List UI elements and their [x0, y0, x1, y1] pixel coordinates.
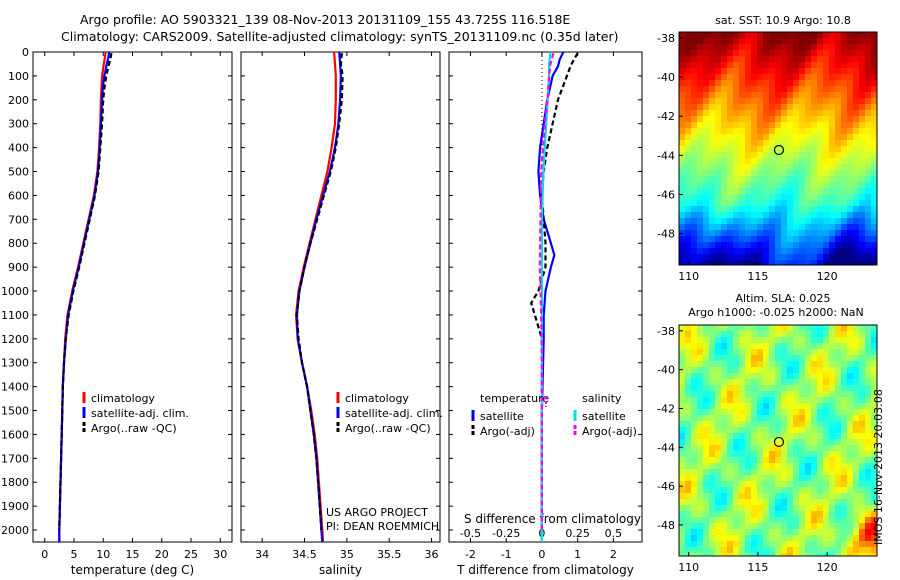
sst-map-y-tick-label: -40: [657, 71, 675, 84]
pressure-tick-label: 2000: [1, 524, 29, 537]
pressure-tick-label: 1400: [1, 381, 29, 394]
pressure-tick-label: 1100: [1, 309, 29, 322]
pressure-tick-label: 800: [8, 237, 29, 250]
temp-x-tick-label: 5: [70, 548, 77, 561]
sla-map-x-tick-label: 115: [747, 561, 768, 574]
pressure-tick-label: 100: [8, 70, 29, 83]
project-label: US ARGO PROJECT: [326, 506, 428, 519]
sst-map-y-tick-label: -38: [657, 32, 675, 45]
pressure-tick-label: 400: [8, 142, 29, 155]
sst-map-x-tick-label: 120: [817, 270, 838, 283]
diff-s-tick-label: -0.5: [460, 527, 481, 540]
diff-legend-label: Argo(-adj): [480, 425, 535, 438]
sla-map-y-tick-label: -44: [657, 441, 675, 454]
sla-map-title: Altim. SLA: 0.025: [735, 292, 830, 305]
pressure-tick-label: 1300: [1, 357, 29, 370]
sla-map-x-tick-label: 120: [817, 561, 838, 574]
sst-map-title: sat. SST: 10.9 Argo: 10.8: [715, 14, 851, 27]
sst-map-y-tick-label: -44: [657, 149, 675, 162]
diff-x-tick-label: 2: [610, 548, 617, 561]
sla-map-frame: [678, 324, 878, 557]
figure-subtitle: Climatology: CARS2009. Satellite-adjuste…: [61, 29, 619, 44]
pressure-tick-label: 1200: [1, 333, 29, 346]
pressure-tick-label: 500: [8, 166, 29, 179]
sal-x-axis-label: salinity: [319, 563, 362, 577]
temp-x-axis-label: temperature (deg C): [71, 563, 194, 577]
temp-x-tick-label: 0: [41, 548, 48, 561]
sal-x-tick-label: 34.5: [292, 548, 317, 561]
temp-legend-label: Argo(..raw -QC): [91, 422, 177, 435]
sla-map-y-tick-label: -42: [657, 402, 675, 415]
diff-x-tick-label: 0: [538, 548, 545, 561]
pressure-tick-label: 1000: [1, 285, 29, 298]
pressure-tick-label: 200: [8, 94, 29, 107]
temp-x-tick-label: 10: [96, 548, 110, 561]
sla-map-subtitle: Argo h1000: -0.025 h2000: NaN: [688, 306, 864, 319]
diff-s-tick-label: 0.5: [605, 527, 623, 540]
pressure-tick-label: 1700: [1, 452, 29, 465]
diff-x-tick-label: -1: [501, 548, 512, 561]
temp-x-tick-label: 15: [126, 548, 140, 561]
pressure-tick-label: 600: [8, 189, 29, 202]
sla-map-y-tick-label: -46: [657, 480, 675, 493]
diff-legend-label: satellite: [582, 410, 626, 423]
figure-title: Argo profile: AO 5903321_139 08-Nov-2013…: [80, 12, 571, 27]
pressure-tick-label: 1800: [1, 476, 29, 489]
sst-map-x-tick-label: 110: [678, 270, 699, 283]
imos-timestamp: IMOS 16-Nov-2013 20:03:08: [872, 389, 885, 545]
sst-map-y-tick-label: -46: [657, 189, 675, 202]
sal-x-tick-label: 35: [340, 548, 354, 561]
diff-legend-title: salinity: [582, 392, 622, 405]
temp-x-tick-label: 25: [184, 548, 198, 561]
temp-x-tick-label: 30: [213, 548, 227, 561]
temp-legend-label: climatology: [91, 392, 155, 405]
pressure-tick-label: 900: [8, 261, 29, 274]
sla-map-raster: [679, 325, 878, 557]
diff-s-axis-label: S difference from climatology: [464, 512, 641, 526]
sal-legend-label: climatology: [345, 392, 409, 405]
diff-legend-title: temperature: [480, 392, 549, 405]
pressure-tick-label: 1900: [1, 500, 29, 513]
temp-plot-frame: [32, 51, 233, 543]
pressure-tick-label: 1500: [1, 405, 29, 418]
sst-map-argo-position-marker: [773, 144, 785, 156]
diff-legend-label: satellite: [480, 410, 524, 423]
sal-x-tick-label: 36: [425, 548, 439, 561]
diff-x-axis-label: T difference from climatology: [456, 563, 634, 577]
diff-legend-label: Argo(-adj): [582, 425, 637, 438]
sst-map-x-tick-label: 115: [747, 270, 768, 283]
diff-x-tick-label: 1: [574, 548, 581, 561]
pressure-tick-label: 700: [8, 213, 29, 226]
sst-map-y-tick-label: -42: [657, 110, 675, 123]
sst-map-frame: [678, 31, 878, 266]
diff-s-tick-label: -0.25: [492, 527, 520, 540]
pi-label: PI: DEAN ROEMMICH: [326, 520, 439, 533]
temp-series-argo-raw-qc-: [58, 53, 113, 531]
pressure-tick-label: 0: [22, 46, 29, 59]
sal-plot-frame: [240, 51, 441, 543]
temp-x-tick-label: 20: [155, 548, 169, 561]
diff-x-tick-label: -2: [465, 548, 476, 561]
temp-legend-label: satellite-adj. clim.: [91, 407, 189, 420]
sal-legend-label: satellite-adj. clim.: [345, 407, 443, 420]
pressure-tick-label: 1600: [1, 428, 29, 441]
sst-map-raster: [679, 32, 878, 266]
sal-series-argo-raw-qc-: [295, 53, 344, 531]
sla-map-x-tick-label: 110: [678, 561, 699, 574]
sal-x-tick-label: 34: [255, 548, 269, 561]
diff-s-tick-label: 0.25: [565, 527, 590, 540]
sal-legend-label: Argo(..raw -QC): [345, 422, 431, 435]
pressure-tick-label: 300: [8, 118, 29, 131]
sla-map-y-tick-label: -40: [657, 364, 675, 377]
sla-map-argo-position-marker: [773, 436, 785, 448]
sal-x-tick-label: 35.5: [377, 548, 402, 561]
sst-map-y-tick-label: -48: [657, 228, 675, 241]
sla-map-y-tick-label: -38: [657, 325, 675, 338]
sla-map-y-tick-label: -48: [657, 519, 675, 532]
